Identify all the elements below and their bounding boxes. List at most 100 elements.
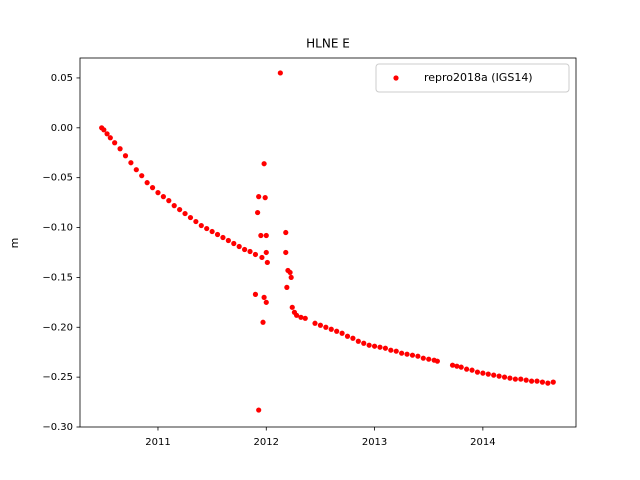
data-point [283,249,289,256]
data-point [350,335,356,341]
data-point [204,225,210,232]
data-point [277,70,283,76]
data-point [264,259,270,266]
data-point [288,274,294,281]
y-tick-label: −0.05 [42,173,73,184]
plot-frame [79,57,577,428]
data-point [458,364,464,370]
data-point [236,243,242,250]
data-point [323,324,329,330]
data-point [518,376,524,382]
data-point [366,342,372,348]
data-point [214,231,221,238]
data-point [209,228,215,235]
legend-marker [393,75,399,81]
data-point [252,291,259,297]
data-point [289,304,295,310]
data-point [101,127,107,133]
data-point [259,254,265,261]
data-point [284,284,290,290]
legend-box [375,63,570,93]
data-point [539,379,546,385]
y-axis-label: m [8,238,21,249]
data-point [258,232,264,239]
data-point [263,232,269,239]
data-point [469,367,475,373]
data-point [139,173,145,179]
data-point [177,206,183,213]
y-tick-label: −0.10 [42,223,73,234]
data-point [302,315,308,321]
data-point [242,246,248,253]
data-point [256,407,262,413]
data-point [454,363,460,369]
y-tick-label: 0.05 [51,73,73,84]
data-point [255,209,261,216]
data-point [263,299,269,305]
data-point [528,378,535,384]
data-point [287,269,293,276]
data-point [550,379,556,385]
data-point [317,322,324,328]
data-point [404,351,410,357]
data-point [263,249,269,256]
data-point [182,210,188,217]
y-tick-label: −0.20 [42,322,73,333]
data-point [361,340,367,346]
y-tick-label: −0.30 [42,422,73,433]
data-point [231,240,237,247]
data-point [144,180,150,186]
data-point [523,377,529,383]
y-tick-label: −0.25 [42,372,73,383]
data-point [312,320,318,326]
data-point [371,343,378,349]
x-tick-label: 2011 [145,437,170,448]
data-point [377,344,383,350]
data-point [434,358,440,364]
data-point [399,350,405,356]
data-point [344,333,351,339]
data-point [480,370,486,376]
data-point [283,229,289,236]
y-tick-label: −0.15 [42,272,73,283]
data-point [293,312,300,318]
data-point [166,198,172,204]
data-point [133,167,139,173]
data-point [328,326,334,332]
data-point [496,373,502,379]
data-point [187,214,194,221]
data-point [534,378,540,384]
data-point [420,355,426,361]
x-tick-label: 2013 [362,437,387,448]
data-point [507,375,513,381]
data-point [261,161,267,167]
data-point [155,190,161,196]
x-tick-label: 2012 [254,437,279,448]
data-point [252,251,259,258]
data-point [149,185,156,191]
chart-title: HLNE E [306,37,350,51]
data-point [491,372,497,378]
x-tick-label: 2014 [470,437,495,448]
data-point [256,194,262,200]
legend-label: repro2018a (IGS14) [424,71,533,84]
data-point [171,203,177,209]
data-point [464,366,470,372]
data-point [298,314,304,320]
data-point [415,353,421,359]
data-point [117,146,123,152]
data-point [409,352,416,358]
data-point [388,347,394,353]
data-point [393,348,399,354]
data-point [545,380,551,386]
data-point [501,374,508,380]
y-tick-label: 0.00 [51,123,73,134]
data-point [107,135,113,141]
data-point [160,194,166,200]
data-point [512,376,518,382]
data-point [193,218,199,225]
data-point [474,369,481,375]
data-point [112,140,118,146]
data-point [247,248,253,255]
